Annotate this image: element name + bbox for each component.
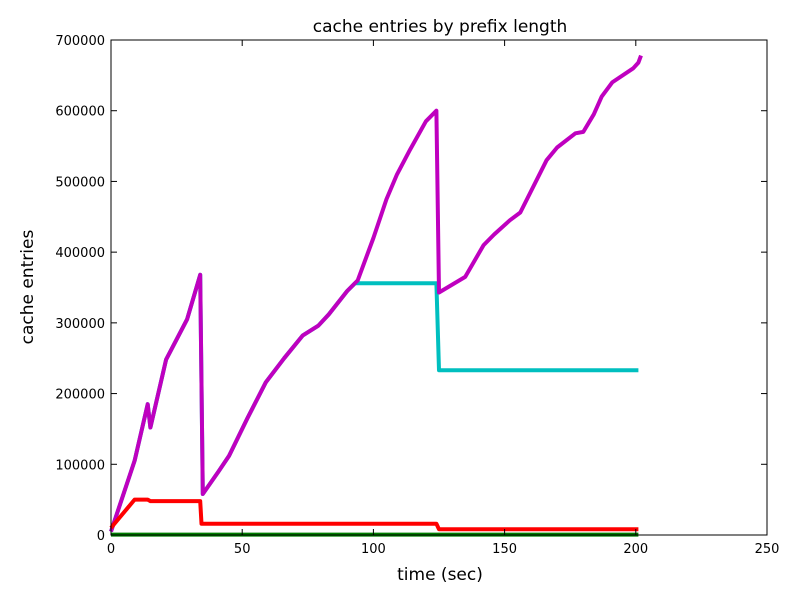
y-tick-label: 0 <box>97 529 105 544</box>
y-tick-label: 300000 <box>55 317 105 332</box>
series-layer <box>109 54 643 537</box>
x-tick-label: 250 <box>755 542 780 557</box>
x-axis: 0 50 100 150 200 250 <box>107 40 780 557</box>
x-tick-label: 150 <box>492 542 517 557</box>
y-tick-label: 500000 <box>55 175 105 190</box>
series-line-3 <box>109 497 639 532</box>
x-tick-label: 200 <box>623 542 648 557</box>
y-tick-label: 700000 <box>55 34 105 49</box>
x-tick-label: 50 <box>234 542 251 557</box>
y-tick-label: 400000 <box>55 246 105 261</box>
chart-title: cache entries by prefix length <box>313 17 568 37</box>
plot-frame <box>110 39 768 536</box>
x-tick-label: 100 <box>361 542 386 557</box>
y-tick-label: 200000 <box>55 388 105 403</box>
y-axis: 0 100000 200000 300000 400000 500000 600000 700… <box>55 34 767 544</box>
x-tick-label: 0 <box>107 542 115 557</box>
y-tick-label: 100000 <box>55 458 105 473</box>
x-axis-title: time (sec) <box>397 565 483 585</box>
y-axis-title: cache entries <box>18 230 38 345</box>
y-tick-label: 600000 <box>55 105 105 120</box>
series-line-2 <box>109 54 643 533</box>
